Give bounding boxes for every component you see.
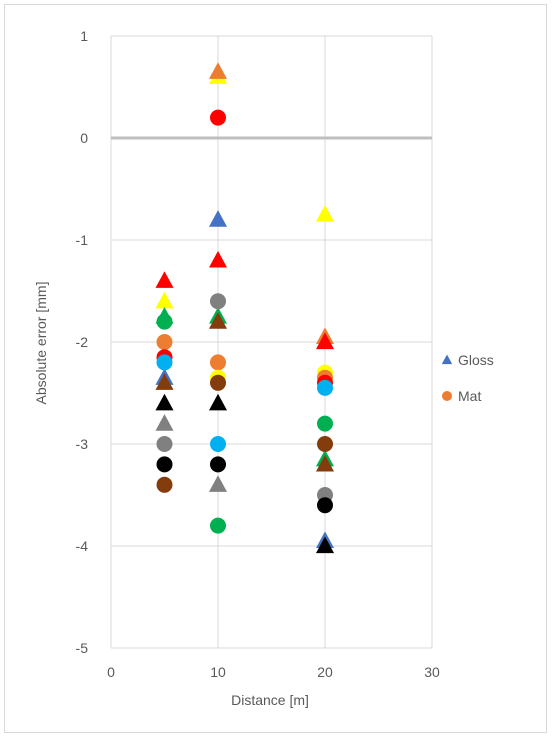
gloss-point <box>208 62 228 79</box>
gloss-point <box>208 250 228 268</box>
y-tick-label: -3 <box>76 436 89 452</box>
mat-point <box>156 436 173 452</box>
x-tick-label: 30 <box>424 664 440 680</box>
mat-point <box>156 354 173 371</box>
y-tick-label: -4 <box>76 538 89 554</box>
x-tick-labels: 0 10 20 30 <box>107 664 440 680</box>
mat-point <box>317 436 333 452</box>
mat-point <box>210 436 226 452</box>
legend-mat-marker <box>442 391 452 401</box>
chart-frame <box>4 4 547 733</box>
mat-point <box>317 379 333 396</box>
mat-point <box>210 374 226 391</box>
gloss-point <box>155 291 174 309</box>
legend-gloss-marker <box>441 354 453 365</box>
y-tick-label: -5 <box>76 640 89 656</box>
data-points <box>155 62 335 554</box>
gloss-point <box>208 210 228 227</box>
y-tick-label: 0 <box>80 130 88 146</box>
gloss-point <box>315 205 335 222</box>
mat-point <box>317 497 333 514</box>
gloss-point <box>155 373 174 390</box>
mat-point <box>156 476 173 493</box>
mat-point <box>156 456 173 473</box>
legend: Gloss Mat <box>441 352 494 404</box>
gloss-point <box>315 332 335 350</box>
mat-point <box>156 334 173 350</box>
gloss-point <box>315 536 335 554</box>
x-tick-label: 10 <box>210 664 226 680</box>
y-tick-label: -2 <box>76 334 89 350</box>
gloss-point <box>155 271 174 288</box>
y-tick-label: 1 <box>80 28 88 44</box>
x-tick-label: 0 <box>107 664 115 680</box>
mat-point <box>210 517 226 534</box>
gloss-point <box>155 393 174 411</box>
x-tick-label: 20 <box>317 664 333 680</box>
gloss-point <box>208 393 228 411</box>
y-tick-label: -1 <box>76 232 89 248</box>
mat-point <box>156 313 173 330</box>
x-axis-title: Distance [m] <box>231 692 309 708</box>
gloss-point <box>208 475 228 492</box>
gloss-point <box>155 414 174 431</box>
mat-point <box>210 109 226 126</box>
mat-point <box>210 293 226 310</box>
gloss-point <box>315 454 335 472</box>
mat-point <box>317 415 333 432</box>
legend-label: Gloss <box>458 352 494 368</box>
mat-point <box>210 354 226 371</box>
legend-label: Mat <box>458 388 481 404</box>
y-tick-labels: 1 0 -1 -2 -3 -4 -5 <box>76 28 89 656</box>
gloss-point <box>208 312 228 329</box>
mat-point <box>210 456 226 473</box>
y-axis-title: Absolute error [mm] <box>33 282 49 405</box>
